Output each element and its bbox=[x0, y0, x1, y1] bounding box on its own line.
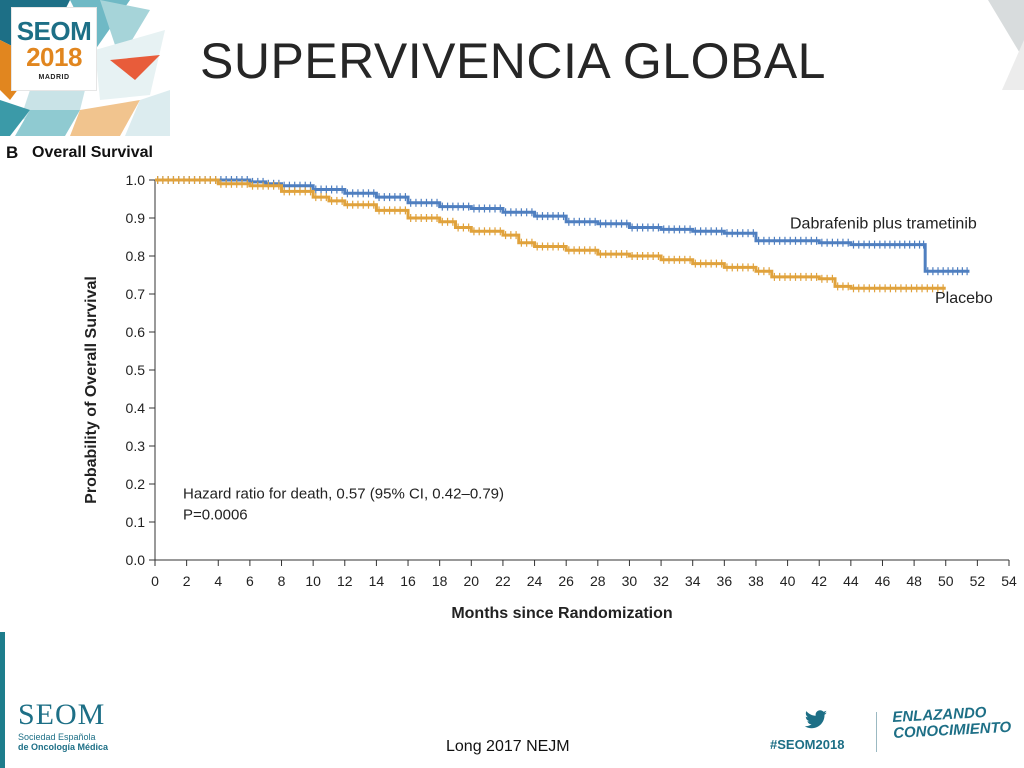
decorative-corner-right bbox=[988, 0, 1024, 90]
tagline-line2: CONOCIMIENTO bbox=[892, 718, 1012, 742]
series-label-dabrafenib: Dabrafenib plus trametinib bbox=[790, 216, 977, 233]
logo-brand: SEOM bbox=[16, 15, 92, 46]
footer-org-line2: de Oncología Médica bbox=[18, 742, 109, 752]
p-value-annotation: P=0.0006 bbox=[183, 506, 248, 523]
x-tick-label: 34 bbox=[685, 573, 701, 589]
slide-title: SUPERVIVENCIA GLOBAL bbox=[200, 33, 826, 89]
footer-divider bbox=[876, 712, 877, 752]
accent-bar bbox=[0, 632, 5, 768]
y-tick-label: 0.2 bbox=[126, 476, 146, 492]
y-axis-label: Probability of Overall Survival bbox=[83, 276, 100, 504]
y-tick-label: 0.0 bbox=[126, 552, 146, 568]
x-tick-label: 14 bbox=[369, 573, 385, 589]
x-tick-label: 40 bbox=[780, 573, 796, 589]
x-tick-label: 12 bbox=[337, 573, 353, 589]
survival-curve-placebo bbox=[155, 178, 946, 290]
x-tick-label: 28 bbox=[590, 573, 606, 589]
x-tick-label: 48 bbox=[906, 573, 922, 589]
y-tick-label: 0.7 bbox=[126, 286, 146, 302]
x-tick-label: 38 bbox=[748, 573, 764, 589]
x-tick-label: 54 bbox=[1001, 573, 1017, 589]
y-tick-label: 0.4 bbox=[126, 400, 146, 416]
x-tick-label: 18 bbox=[432, 573, 448, 589]
y-tick-label: 1.0 bbox=[126, 172, 146, 188]
y-tick-label: 0.3 bbox=[126, 438, 146, 454]
tagline: ENLAZANDO CONOCIMIENTO bbox=[892, 704, 1012, 742]
x-tick-label: 30 bbox=[622, 573, 638, 589]
y-tick-label: 0.5 bbox=[126, 362, 146, 378]
x-axis-label: Months since Randomization bbox=[451, 605, 672, 622]
logo-year: 2018 bbox=[26, 41, 82, 72]
x-tick-label: 20 bbox=[464, 573, 480, 589]
x-tick-label: 0 bbox=[151, 573, 159, 589]
seom-footer-logo: SEOM Sociedad Española de Oncología Médi… bbox=[18, 698, 109, 753]
y-tick-label: 0.9 bbox=[126, 210, 146, 226]
x-tick-label: 52 bbox=[970, 573, 986, 589]
x-tick-label: 4 bbox=[214, 573, 222, 589]
series-label-placebo: Placebo bbox=[935, 290, 993, 307]
twitter-bird-icon bbox=[804, 710, 827, 729]
x-tick-label: 42 bbox=[811, 573, 827, 589]
survival-curve-dabrafenib bbox=[155, 178, 970, 273]
x-tick-label: 22 bbox=[495, 573, 511, 589]
hashtag: #SEOM2018 bbox=[770, 737, 845, 752]
panel-label: B bbox=[6, 143, 19, 162]
x-tick-label: 2 bbox=[183, 573, 191, 589]
y-tick-label: 0.8 bbox=[126, 248, 146, 264]
citation: Long 2017 NEJM bbox=[446, 738, 570, 755]
x-tick-label: 44 bbox=[843, 573, 859, 589]
y-tick-label: 0.1 bbox=[126, 514, 146, 530]
x-tick-label: 50 bbox=[938, 573, 954, 589]
chart-title: Overall Survival bbox=[32, 144, 153, 161]
x-tick-label: 16 bbox=[400, 573, 416, 589]
hazard-ratio-annotation: Hazard ratio for death, 0.57 (95% CI, 0.… bbox=[183, 486, 504, 503]
x-tick-label: 24 bbox=[527, 573, 543, 589]
overall-survival-chart: 0 2 4 6 8 10 12 14 16 18 20 22 24 26 28 30 32 34 36 38 40 42 4… bbox=[83, 172, 1017, 622]
x-tick-label: 10 bbox=[305, 573, 321, 589]
x-tick-label: 32 bbox=[653, 573, 669, 589]
logo-city: MADRID bbox=[38, 73, 70, 81]
x-tick-label: 26 bbox=[558, 573, 574, 589]
y-tick-label: 0.6 bbox=[126, 324, 146, 340]
x-tick-label: 46 bbox=[875, 573, 891, 589]
x-tick-label: 8 bbox=[278, 573, 286, 589]
footer-org-name: SEOM bbox=[18, 698, 106, 731]
footer-org-line1: Sociedad Española bbox=[18, 732, 96, 742]
seom2018-logo: SEOM 2018 MADRID bbox=[12, 8, 96, 90]
x-tick-label: 36 bbox=[717, 573, 733, 589]
x-tick-label: 6 bbox=[246, 573, 254, 589]
